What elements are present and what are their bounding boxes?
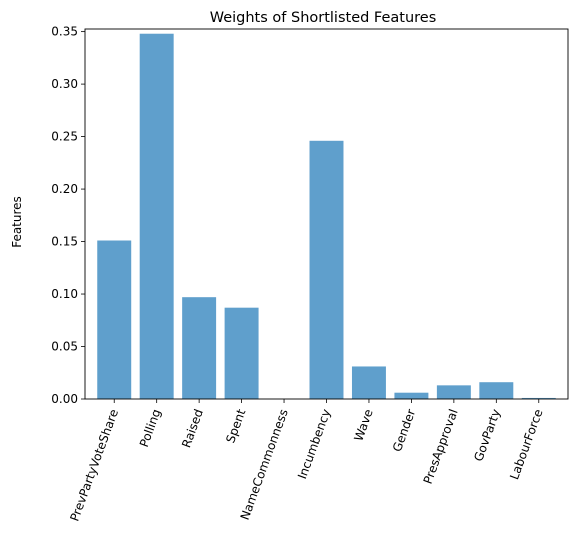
- bar-spent: [224, 307, 259, 399]
- y-tick-label: 0.00: [51, 392, 78, 406]
- y-tick-label: 0.35: [51, 25, 78, 39]
- y-tick-label: 0.30: [51, 77, 78, 91]
- y-tick-label: 0.15: [51, 235, 78, 249]
- x-tick-label: Wave: [351, 407, 375, 443]
- x-tick-label: GovParty: [471, 407, 503, 463]
- bar-presapproval: [436, 385, 471, 399]
- y-tick-label: 0.10: [51, 287, 78, 301]
- y-axis-label: Features: [10, 196, 24, 248]
- bars-group: [97, 33, 556, 400]
- y-tick-label: 0.25: [51, 130, 78, 144]
- x-tick-label: PrevPartyVoteShare: [67, 407, 121, 523]
- bar-polling: [139, 33, 174, 399]
- bar-prevpartyvoteshare: [97, 240, 132, 399]
- bar-wave: [351, 366, 386, 399]
- x-tick-label: PresApproval: [421, 407, 461, 486]
- x-tick-label: NameCommonness: [238, 407, 291, 522]
- y-ticks-group: 0.00 0.05 0.10 0.15 0.20 0.25 0.30 0.35: [51, 25, 85, 406]
- y-tick-label: 0.05: [51, 340, 78, 354]
- bar-labourforce: [521, 397, 556, 399]
- x-ticks-group: PrevPartyVoteShare Polling Raised SpentName…: [67, 399, 546, 523]
- x-tick-label: Spent: [223, 407, 248, 445]
- x-tick-label: Polling: [137, 407, 164, 449]
- bar-raised: [182, 297, 217, 399]
- x-tick-label: Incumbency: [295, 407, 333, 481]
- bar-govparty: [479, 382, 514, 399]
- bar-gender: [394, 392, 429, 399]
- x-tick-label: LabourForce: [507, 407, 545, 481]
- bar-incumbency: [309, 140, 344, 400]
- y-tick-label: 0.20: [51, 182, 78, 196]
- x-tick-label: Raised: [179, 407, 206, 449]
- x-tick-label: Gender: [390, 407, 418, 453]
- chart-title: Weights of Shortlisted Features: [210, 10, 437, 26]
